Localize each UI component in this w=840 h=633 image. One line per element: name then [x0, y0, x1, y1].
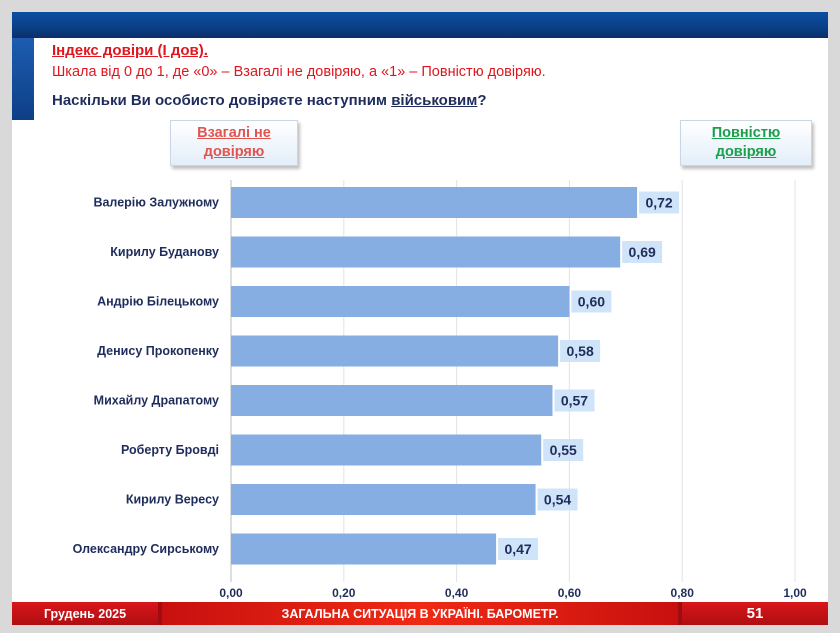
category-label: Михайлу Драпатому [94, 394, 219, 408]
bar [231, 286, 570, 317]
value-label-bg [498, 538, 539, 560]
value-label-bg [639, 191, 680, 214]
trust-bar-chart: Валерію Залужному Кирилу Буданову Андрію Б… [73, 180, 807, 600]
value-label-bg [560, 340, 601, 362]
value-label: 0,72 [645, 195, 672, 211]
bar [231, 434, 542, 466]
value-label: 0,47 [504, 541, 531, 557]
footer-title: ЗАГАЛЬНА СИТУАЦІЯ В УКРАЇНІ. БАРОМЕТР. [162, 602, 678, 625]
footer: Грудень 2025 ЗАГАЛЬНА СИТУАЦІЯ В УКРАЇНІ… [12, 602, 828, 625]
index-title: Індекс довіри (І дов). [52, 42, 208, 59]
value-label: 0,57 [561, 393, 588, 409]
value-label: 0,58 [566, 343, 593, 359]
x-tick-label: 1,00 [783, 586, 807, 600]
question-emphasis: військовим [391, 92, 478, 109]
bar [231, 236, 621, 268]
value-label: 0,55 [550, 442, 577, 458]
legend-low-trust: Взагалі не довіряю [170, 120, 298, 166]
value-label: 0,54 [544, 492, 571, 508]
bar [231, 187, 638, 218]
value-label-bg [554, 389, 595, 412]
value-labels: 0,72 0,69 0,60 0,58 0,57 0,55 0,54 0,47 [498, 191, 680, 560]
value-label-bg [543, 439, 584, 461]
x-tick-label: 0,60 [558, 586, 582, 600]
bars [231, 187, 638, 565]
bar [231, 484, 536, 515]
bar [231, 533, 497, 565]
x-tick-label: 0,20 [332, 586, 356, 600]
scale-note: Шкала від 0 до 1, де «0» – Взагалі не до… [52, 64, 546, 80]
page-number: 51 [682, 602, 828, 625]
category-label: Валерію Залужному [93, 196, 219, 210]
bar [231, 335, 559, 367]
category-label: Олександру Сирському [73, 542, 219, 556]
footer-date: Грудень 2025 [12, 602, 158, 625]
question-suffix: ? [477, 92, 487, 109]
x-tick-label: 0,40 [445, 586, 469, 600]
value-label: 0,69 [629, 244, 656, 260]
top-band [12, 12, 828, 38]
category-label: Денису Прокопенку [97, 344, 219, 358]
category-label: Кирилу Буданову [110, 245, 219, 259]
slide: Індекс довіри (І дов). Шкала від 0 до 1,… [12, 12, 828, 625]
legend-full-trust: Повністю довіряю [680, 120, 812, 166]
category-label: Роберту Бровді [121, 443, 219, 457]
value-label: 0,60 [578, 294, 605, 310]
question: Наскільки Ви особисто довіряєте наступни… [52, 92, 487, 109]
category-labels: Валерію Залужному Кирилу Буданову Андрію Б… [73, 196, 219, 557]
category-label: Кирилу Вересу [126, 493, 219, 507]
value-label-bg [571, 290, 612, 313]
value-label-bg [537, 488, 578, 511]
x-tick-label: 0,80 [671, 586, 695, 600]
value-label-bg [622, 241, 663, 263]
category-label: Андрію Білецькому [97, 295, 219, 309]
question-prefix: Наскільки Ви особисто довіряєте наступни… [52, 92, 392, 109]
bar [231, 385, 553, 416]
x-tick-label: 0,00 [219, 586, 243, 600]
x-tick-labels: 0,00 0,20 0,40 0,60 0,80 1,00 [219, 586, 807, 600]
left-accent-bar [12, 38, 34, 120]
